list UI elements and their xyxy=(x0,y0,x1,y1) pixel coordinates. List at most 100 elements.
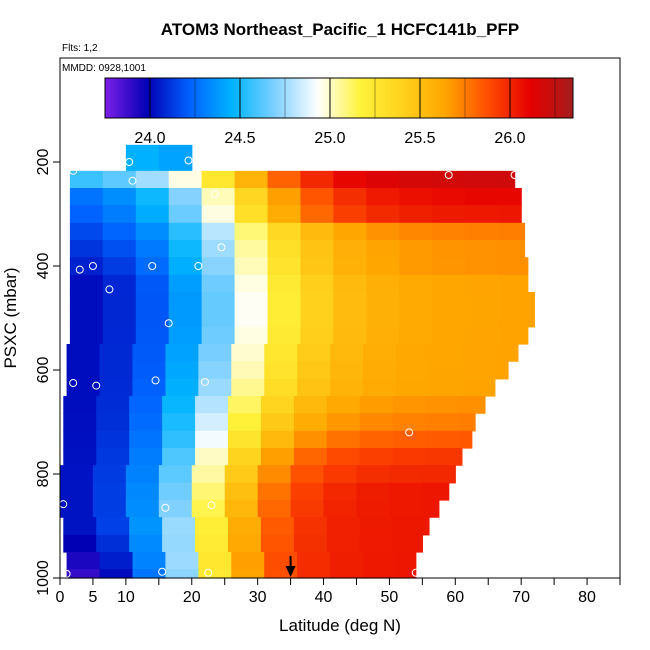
heatmap-cell xyxy=(63,413,97,432)
heatmap-cell xyxy=(333,188,367,206)
heatmap-cell xyxy=(399,170,433,189)
heatmap-cell xyxy=(158,465,193,484)
heatmap-cell xyxy=(494,361,509,380)
heatmap-cell xyxy=(260,448,295,466)
heatmap-cell xyxy=(264,378,298,397)
chart-title: ATOM3 Northeast_Pacific_1 HCFC141b_PFP xyxy=(161,20,519,39)
heatmap-cell xyxy=(498,292,532,310)
colorbar-gradient xyxy=(104,77,574,119)
sample-point xyxy=(148,262,157,270)
heatmap-cell xyxy=(234,188,269,206)
heatmap-cell xyxy=(102,309,137,328)
heatmap-cell xyxy=(63,396,97,414)
heatmap-cell xyxy=(293,517,328,536)
heatmap-cell xyxy=(465,274,499,293)
heatmap-cell xyxy=(300,222,335,241)
heatmap-cell xyxy=(267,309,302,328)
heatmap-cell xyxy=(168,326,203,345)
heatmap-cell xyxy=(234,326,269,345)
heatmap-cell xyxy=(129,396,163,414)
heatmap-cell xyxy=(425,430,460,449)
heatmap-cell xyxy=(465,170,499,189)
sample-point xyxy=(204,568,213,577)
heatmap-cell xyxy=(366,222,400,241)
heatmap-cell xyxy=(102,222,137,241)
heatmap-cell xyxy=(69,257,104,276)
heatmap-cell xyxy=(102,205,137,224)
heatmap-cell xyxy=(158,144,193,172)
heatmap-cell xyxy=(66,361,101,380)
heatmap-cell xyxy=(498,274,529,293)
heatmap-cell xyxy=(399,274,433,293)
heatmap-cell xyxy=(363,344,397,362)
heatmap-cell xyxy=(432,274,466,293)
heatmap-cell xyxy=(300,170,335,189)
heatmap-cell xyxy=(300,326,335,345)
heatmap-cell xyxy=(293,534,328,553)
heatmap-cell xyxy=(191,482,226,501)
y-axis: 200 400 600 800 1000 xyxy=(35,149,60,596)
sample-point xyxy=(194,262,203,270)
sample-point xyxy=(88,262,97,270)
heatmap-cell xyxy=(132,552,167,570)
heatmap-cell xyxy=(399,188,433,206)
heatmap-cell xyxy=(165,569,199,579)
sample-point xyxy=(75,265,84,274)
heatmap-cell xyxy=(330,378,364,397)
heatmap-cell xyxy=(66,378,101,397)
heatmap-cell xyxy=(99,378,134,397)
heatmap-cell xyxy=(465,240,499,258)
heatmap-cell xyxy=(392,448,427,466)
heatmap-cell xyxy=(461,344,496,362)
sample-point xyxy=(207,501,216,510)
heatmap-cell xyxy=(158,482,193,501)
heatmap-cell xyxy=(60,500,94,518)
heatmap-cell xyxy=(422,482,450,501)
heatmap-cell xyxy=(366,188,400,206)
heatmap-cell xyxy=(428,344,463,362)
heatmap-cell xyxy=(162,448,196,466)
heatmap-cell xyxy=(69,326,104,345)
heatmap-cell xyxy=(267,205,302,224)
heatmap-cell xyxy=(234,205,269,224)
heatmap-cell xyxy=(264,344,298,362)
heatmap-cell xyxy=(201,257,236,276)
heatmap-cell xyxy=(267,170,302,189)
heatmap-cell xyxy=(168,292,203,310)
heatmap-cell xyxy=(191,465,226,484)
heatmap-cell xyxy=(135,240,170,258)
heatmap-cell xyxy=(366,257,400,276)
heatmap-cell xyxy=(132,378,167,397)
heatmap-cell xyxy=(69,222,104,241)
heatmap-cell xyxy=(129,534,163,553)
heatmap-cell xyxy=(465,257,499,276)
heatmap-cell xyxy=(231,569,265,579)
heatmap-cell xyxy=(96,396,130,414)
heatmap-cell xyxy=(531,309,535,328)
sample-points xyxy=(59,156,519,578)
heatmap-cell xyxy=(461,378,496,397)
sample-point xyxy=(69,379,78,387)
heatmap-cell xyxy=(66,344,101,362)
heatmap-cell xyxy=(69,292,104,310)
heatmap-cell xyxy=(129,413,163,432)
heatmap-cell xyxy=(363,361,397,380)
heatmap-cell xyxy=(66,552,101,570)
y-tick-label: 1000 xyxy=(35,560,52,596)
heatmap-cell xyxy=(92,482,127,501)
colorbar: 24.0 24.5 25.0 25.5 26.0 xyxy=(104,77,574,147)
heatmap-cell xyxy=(498,222,526,241)
heatmap-cell xyxy=(392,517,427,536)
heatmap-cell xyxy=(392,534,423,553)
heatmap-cell xyxy=(267,222,302,241)
heatmap-cell xyxy=(494,344,519,362)
heatmap-cell xyxy=(300,309,335,328)
heatmap-cell xyxy=(425,448,460,466)
sample-point xyxy=(151,376,160,385)
heatmap-cell xyxy=(231,378,265,397)
heatmap-cell xyxy=(389,482,423,501)
heatmap-cell xyxy=(300,240,335,258)
heatmap-cell xyxy=(165,552,199,570)
heatmap-cell xyxy=(231,344,265,362)
sample-point xyxy=(161,503,170,512)
